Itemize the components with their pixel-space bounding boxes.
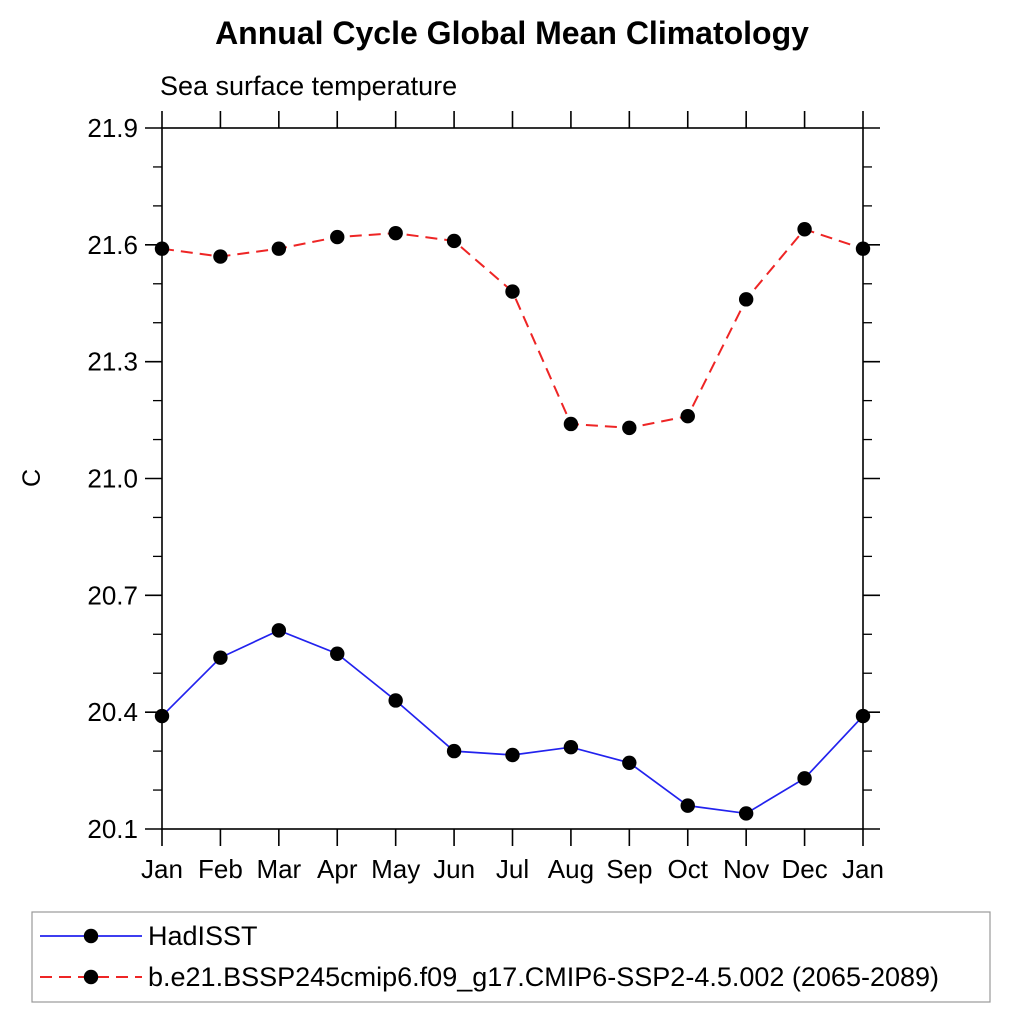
data-point-marker-s1-Jul [505,284,520,299]
data-point-marker-s1-Sep [622,420,637,436]
legend-marker [83,928,99,944]
data-point-marker-s0-Oct [680,798,695,813]
y-tick-label: 21.9 [87,113,138,143]
data-point-marker-s1-Oct [680,408,695,424]
x-tick-label: Jan [141,854,183,884]
data-point-marker-s1-Jan [855,241,871,256]
data-point-marker-s0-Sep [622,755,637,770]
data-point-marker-s0-Jun [446,743,462,759]
x-tick-label: Sep [606,854,652,884]
data-point-marker-s1-May [388,225,403,241]
x-tick-label: May [371,854,420,884]
y-tick-label: 21.3 [87,347,138,377]
legend-marker [83,969,99,985]
y-axis-label: C [18,469,46,487]
data-point-marker-s1-Apr [330,229,345,245]
chart-title: Annual Cycle Global Mean Climatology [215,15,809,51]
data-point-marker-s1-Jan [154,241,170,256]
y-tick-label: 20.1 [87,814,138,844]
x-tick-label: Mar [256,854,301,884]
data-point-marker-s0-Aug [563,740,579,755]
x-tick-label: Jan [842,854,884,884]
data-point-marker-s0-Dec [797,771,812,786]
y-tick-label: 20.4 [87,697,138,727]
x-tick-label: Aug [548,854,594,884]
data-point-marker-s1-Mar [271,241,287,256]
data-point-marker-s0-Apr [330,646,345,661]
plot-frame [161,127,864,830]
x-tick-label: Oct [668,854,709,884]
data-point-marker-s1-Jun [446,233,462,249]
data-point-marker-s0-Jul [505,747,520,763]
legend-row-0: HadISST [40,921,258,951]
axes: Jan Feb Mar Apr May Jun Jul Aug Sep Oct Nov Dec Jan2… [87,111,884,884]
legend-label: b.e21.BSSP245cmip6.f09_g17.CMIP6-SSP2-4.… [148,962,939,992]
x-tick-label: Dec [781,854,827,884]
legend-row-1: b.e21.BSSP245cmip6.f09_g17.CMIP6-SSP2-4.… [40,962,939,992]
legend-label: HadISST [148,921,258,951]
data-point-marker-s0-Feb [213,650,228,665]
data-point-marker-s1-Dec [797,222,812,237]
x-tick-label: Feb [198,854,243,884]
y-tick-label: 21.0 [87,464,138,494]
x-tick-label: Nov [723,854,769,884]
data-point-marker-s0-Nov [738,806,754,821]
chart-subtitle: Sea surface temperature [160,71,457,101]
y-tick-label: 20.7 [87,580,138,610]
legend-box [31,911,991,1003]
series-line-1 [161,228,864,429]
data-point-marker-s0-May [388,693,403,708]
data-point-marker-s1-Nov [738,292,754,307]
data-point-marker-s0-Jan [855,708,871,724]
data-point-marker-s1-Feb [213,249,228,264]
data-point-marker-s0-Jan [154,708,170,724]
data-point-marker-s1-Aug [563,416,579,432]
data-point-marker-s0-Mar [271,623,287,638]
y-tick-label: 21.6 [87,230,138,260]
x-tick-label: Jul [496,854,529,884]
legend: HadISST b.e21.BSSP245cmip6.f09_g17.CMIP6-… [31,911,991,1003]
x-tick-label: Apr [317,854,358,884]
series-line-0 [161,629,864,815]
series-layer [154,222,871,821]
x-tick-label: Jun [433,854,475,884]
